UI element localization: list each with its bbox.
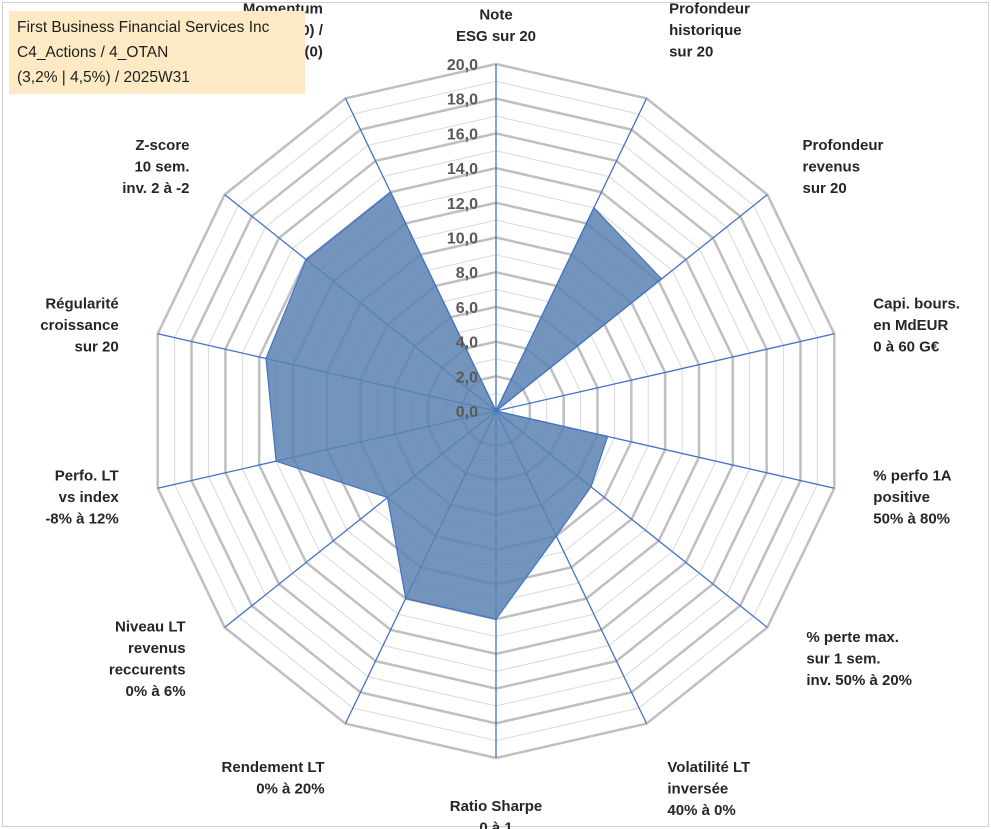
axis-label: % perte max.	[806, 629, 899, 646]
axis-label: inversée	[667, 780, 728, 797]
axis-label: 0% à 20%	[256, 780, 324, 797]
axis-label: Niveau LT	[115, 618, 186, 635]
axis-label: positive	[873, 489, 930, 506]
axis-label: Z-score	[135, 137, 189, 154]
radar-series	[265, 191, 663, 620]
axis-label: Profondeur	[669, 1, 750, 18]
axis-label: Rendement LT	[222, 759, 325, 776]
axis-label: croissance	[40, 317, 118, 334]
axis-label: Perfo. LT	[55, 468, 119, 485]
axis-label: 0% à 6%	[126, 683, 186, 700]
radial-tick-labels: 0,0 2,0 4,0 6,0 8,0 10,0 12,0 14,0 16,0 18,0 20,0	[447, 57, 478, 421]
axis-label: sur 20	[669, 44, 713, 61]
tick-label: 12,0	[447, 196, 478, 213]
axis-label: 0 à 1	[479, 820, 512, 829]
axis-label: sur 20	[74, 338, 118, 355]
axis-label: inv. 2 à -2	[122, 180, 189, 197]
series-area	[265, 191, 663, 620]
spoke-line	[495, 333, 835, 412]
title-company: First Business Financial Services Inc	[17, 19, 270, 36]
axis-label: vs index	[59, 489, 120, 506]
axis-label: 40% à 0%	[667, 802, 735, 819]
tick-label: 0,0	[456, 404, 478, 421]
tick-label: 20,0	[447, 57, 478, 74]
axis-label: reccurents	[109, 661, 186, 678]
axis-label: inv. 50% à 20%	[806, 672, 912, 689]
tick-label: 18,0	[447, 92, 478, 109]
axis-label: Capi. bours.	[873, 295, 960, 312]
axis-label: sur 1 sem.	[806, 651, 880, 668]
title-category: C4_Actions / 4_OTAN	[17, 44, 169, 61]
axis-label: Ratio Sharpe	[450, 798, 543, 815]
axis-label: revenus	[128, 640, 186, 657]
axis-label: 0 à 60 G€	[873, 338, 940, 355]
axis-label: Note	[479, 7, 512, 24]
axis-label: 50% à 80%	[873, 511, 950, 528]
title-box: First Business Financial Services Inc C4…	[9, 11, 305, 94]
axis-label: Profondeur	[803, 137, 884, 154]
axis-label: revenus	[803, 159, 861, 176]
axis-label: Volatilité LT	[667, 759, 750, 776]
axis-label: Régularité	[45, 295, 118, 312]
axis-label: -8% à 12%	[45, 511, 118, 528]
tick-label: 14,0	[447, 161, 478, 178]
axis-label: % perfo 1A	[873, 468, 952, 485]
tick-label: 10,0	[447, 231, 478, 248]
tick-label: 16,0	[447, 126, 478, 143]
tick-label: 6,0	[456, 300, 478, 317]
tick-label: 2,0	[456, 369, 478, 386]
axis-label: historique	[669, 22, 742, 39]
axis-label: sur 20	[803, 180, 847, 197]
axis-label: 10 sem.	[134, 159, 189, 176]
axis-label: ESG sur 20	[456, 28, 536, 45]
axis-label: en MdEUR	[873, 317, 948, 334]
title-period: (3,2% | 4,5%) / 2025W31	[17, 69, 190, 86]
tick-label: 4,0	[456, 335, 478, 352]
tick-label: 8,0	[456, 265, 478, 282]
